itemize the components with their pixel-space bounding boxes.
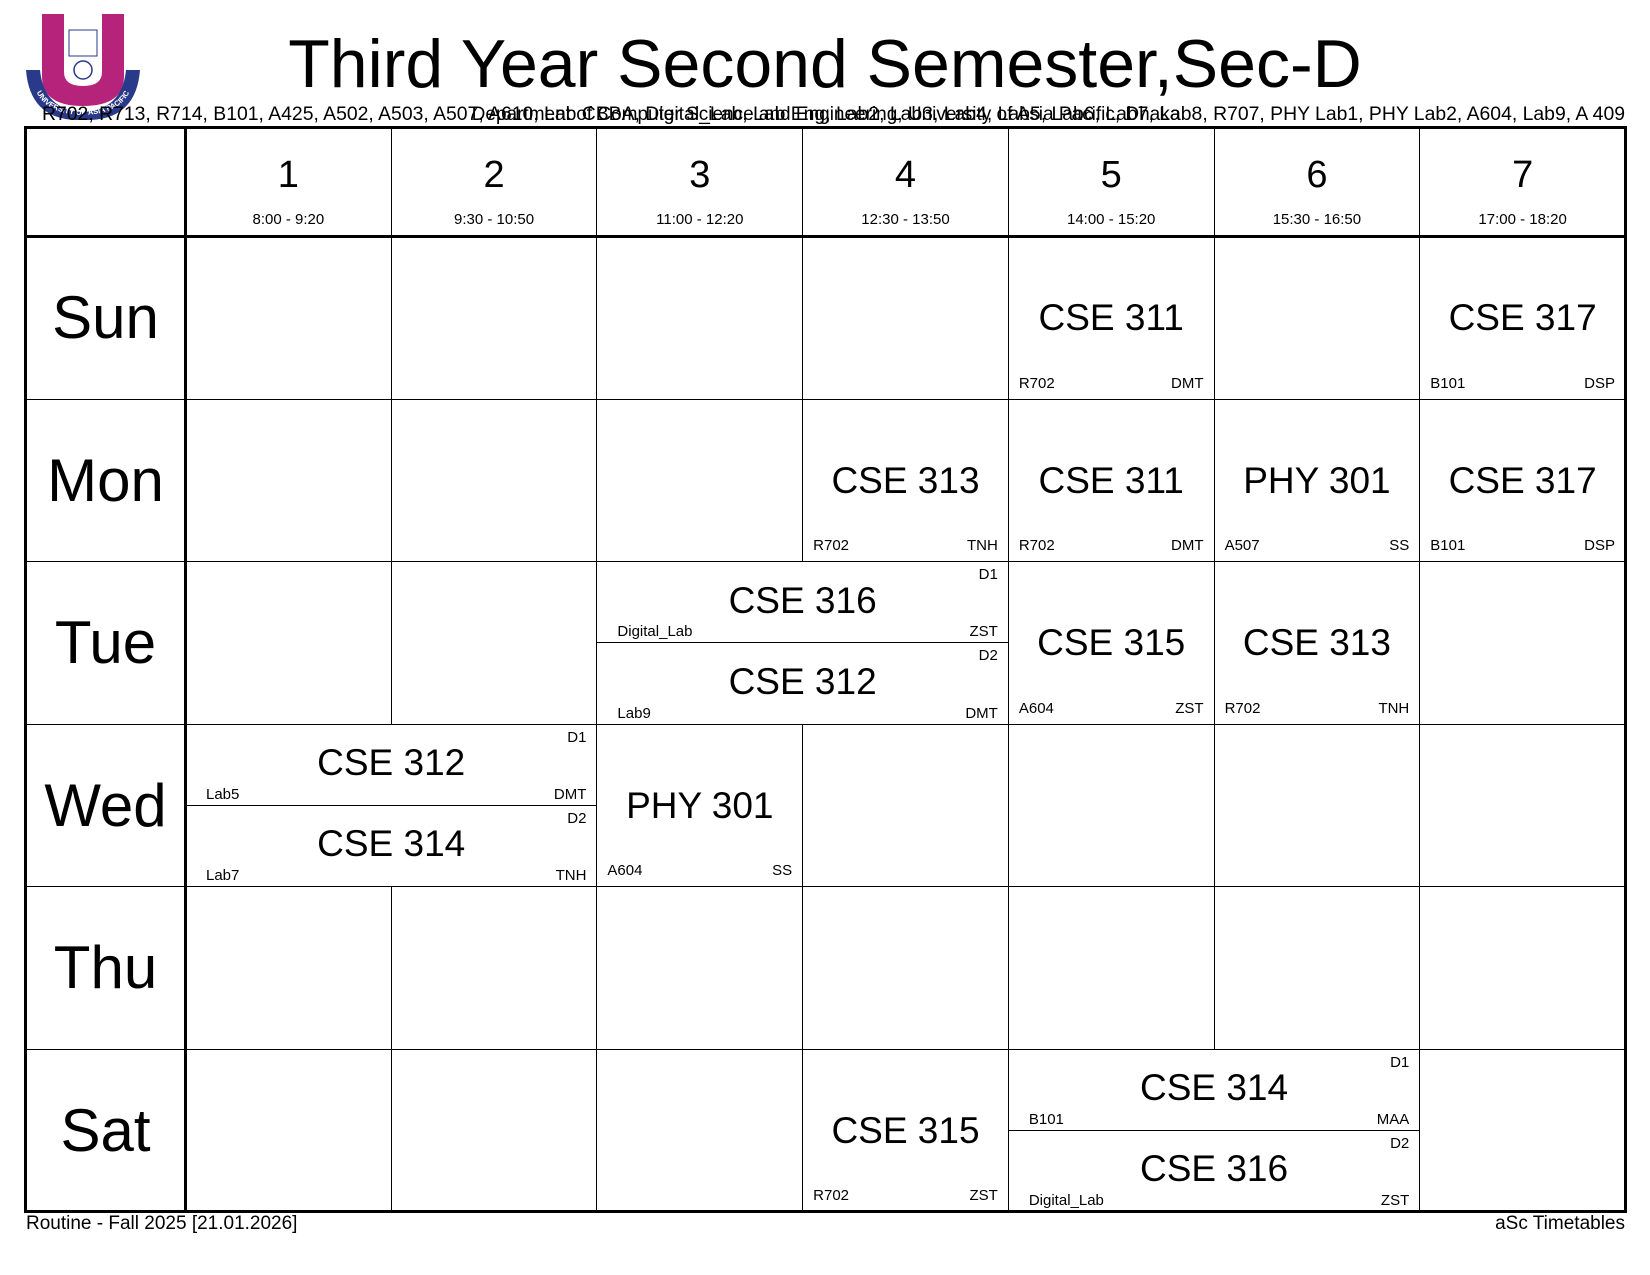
period-time: 11:00 - 12:20 [656, 211, 744, 228]
day-name: Sun [52, 284, 159, 352]
lesson-subject: PHY 301 [626, 784, 774, 826]
lesson-teacher: DSP [1584, 374, 1615, 392]
period-number: 5 [1100, 154, 1122, 196]
lesson-subject: CSE 317 [1448, 297, 1597, 339]
period-time: 15:30 - 16:50 [1272, 211, 1362, 228]
lesson-room: R702 [1018, 374, 1055, 392]
lesson-cell: D2 CSE 316 Digital_Lab ZST [1007, 1129, 1421, 1212]
logo-band [26, 70, 140, 120]
logo-book [68, 29, 98, 57]
lesson-room: A604 [607, 862, 643, 879]
lesson-teacher: ZST [969, 1187, 998, 1204]
lesson-subject: CSE 311 [1038, 459, 1184, 501]
logo-abbr: UAP [68, 13, 98, 29]
lesson-room: Lab7 [206, 867, 240, 884]
period-time: 8:00 - 9:20 [252, 211, 325, 228]
lesson-teacher: SS [772, 862, 793, 879]
lesson-teacher: ZST [1175, 699, 1204, 717]
lesson-teacher: DMT [1171, 374, 1204, 392]
lesson-teacher: ZST [969, 623, 998, 641]
lesson-teacher: ZST [1380, 1192, 1410, 1209]
lesson-teacher: TNH [967, 537, 998, 554]
lesson-group: D2 [978, 647, 998, 665]
period-number: 6 [1306, 154, 1328, 196]
lesson-room: A604 [1018, 699, 1054, 717]
day-name: Wed [44, 771, 167, 839]
lesson-subject: CSE 311 [1038, 297, 1184, 339]
day-name: Tue [54, 609, 157, 677]
lesson-teacher: TNH [1378, 699, 1410, 717]
lesson-subject: CSE 317 [1448, 459, 1597, 501]
lesson-teacher: SS [1389, 537, 1410, 554]
period-time: 12:30 - 13:50 [861, 211, 950, 228]
day-name: Sat [60, 1096, 151, 1164]
lesson-group: D1 [567, 728, 587, 746]
lesson-cell: D1 CSE 314 B101 MAA [1007, 1048, 1421, 1131]
day-rule [184, 127, 187, 1211]
period-number: 3 [689, 154, 711, 196]
period-number: 4 [894, 154, 917, 196]
lesson-subject: CSE 314 [317, 823, 466, 865]
lesson-subject: PHY 301 [1243, 459, 1391, 501]
lesson-room: B101 [1028, 1110, 1064, 1128]
lesson-cell: CSE 311 R702 DMT [1007, 236, 1215, 400]
lesson-room: R702 [813, 1187, 849, 1204]
department: Department of Computer Science and Engin… [472, 104, 1181, 125]
lesson-room: R702 [1224, 699, 1261, 717]
lesson-group: D1 [978, 566, 998, 583]
lesson-teacher: DMT [1171, 537, 1204, 554]
lesson-teacher: DMT [965, 704, 998, 722]
lesson-cell: D2 CSE 314 Lab7 TNH [185, 804, 598, 887]
day-cell: Mon [25, 398, 186, 562]
lesson-teacher: DSP [1584, 537, 1615, 554]
day-name: Thu [53, 934, 158, 1002]
lesson-subject: CSE 316 [1140, 1148, 1289, 1190]
footer-left: Routine - Fall 2025 [21.01.2026] [26, 1213, 298, 1234]
period-number: 1 [277, 154, 299, 196]
lesson-room: A507 [1224, 537, 1260, 554]
period-time: 14:00 - 15:20 [1066, 211, 1156, 228]
lesson-subject: CSE 315 [831, 1109, 980, 1151]
logo-shape [42, 14, 124, 106]
lesson-teacher: DMT [553, 785, 587, 803]
lesson-subject: CSE 312 [317, 742, 466, 784]
day-name: Mon [47, 446, 164, 514]
lesson-room: R702 [813, 537, 849, 554]
period-number: 2 [483, 154, 505, 196]
lesson-room: Lab9 [617, 704, 651, 722]
table-frame [24, 126, 1627, 1213]
lesson-subject: CSE 314 [1140, 1067, 1289, 1109]
period-time: 17:00 - 18:20 [1478, 211, 1567, 228]
lesson-room: Lab5 [206, 785, 240, 803]
period-number: 7 [1512, 154, 1534, 196]
header-rule [25, 235, 1625, 238]
rooms-list: R702, R713, R714, B101, A425, A502, A503… [42, 104, 1625, 125]
lesson-subject: CSE 312 [728, 660, 877, 702]
lesson-room: B101 [1430, 537, 1466, 554]
lesson-room: B101 [1430, 374, 1466, 392]
footer-right: aSc Timetables [1495, 1213, 1625, 1234]
logo: UAP UNIVERSITY OF ASIA PACIFIC [26, 13, 140, 120]
lesson-room: Digital_Lab [1028, 1192, 1104, 1209]
lesson-teacher: MAA [1376, 1110, 1410, 1128]
subtitle-lines: R702, R713, R714, B101, A425, A502, A503… [42, 104, 1625, 125]
lesson-subject: CSE 316 [728, 579, 877, 621]
lesson-group: D2 [1390, 1134, 1410, 1152]
lesson-room: R702 [1018, 537, 1055, 554]
lesson-room: Digital_Lab [617, 623, 693, 641]
period-time: 9:30 - 10:50 [454, 211, 535, 228]
lesson-teacher: TNH [555, 867, 587, 884]
lesson-cell: PHY 301 A507 SS [1213, 398, 1421, 562]
lesson-group: D2 [567, 809, 587, 827]
lesson-subject: CSE 313 [831, 459, 980, 501]
lesson-group: D1 [1390, 1053, 1410, 1071]
lesson-subject: CSE 315 [1037, 622, 1186, 664]
lesson-cell: CSE 317 B101 DSP [1419, 398, 1626, 562]
logo-atom [73, 60, 93, 80]
lesson-subject: CSE 313 [1242, 622, 1391, 664]
title: Third Year Second Semester,Sec-D [288, 26, 1362, 102]
